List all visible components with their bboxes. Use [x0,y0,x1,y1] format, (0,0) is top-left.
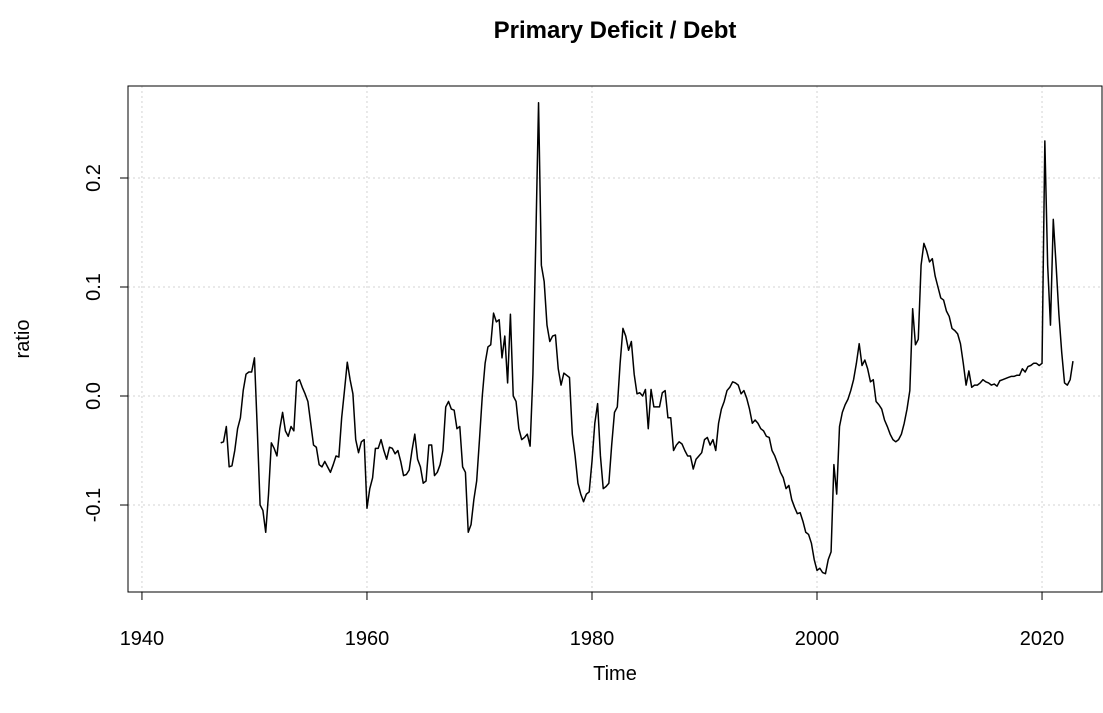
plot-frame [127,85,1103,593]
data-line [220,102,1074,575]
y-tick-label: 0.0 [83,382,105,410]
y-tick-label: 0.2 [83,164,105,192]
y-tick-label: -0.1 [83,488,105,522]
x-tick-label: 1940 [120,628,165,650]
chart-title: Primary Deficit / Debt [494,17,737,44]
x-tick-label: 2000 [795,628,840,650]
x-axis-label: Time [593,663,637,685]
x-tick-label: 1980 [570,628,615,650]
x-tick-label: 1960 [345,628,390,650]
x-tick-label: 2020 [1020,628,1065,650]
y-tick-label: 0.1 [83,273,105,301]
y-axis-label: ratio [12,320,34,359]
